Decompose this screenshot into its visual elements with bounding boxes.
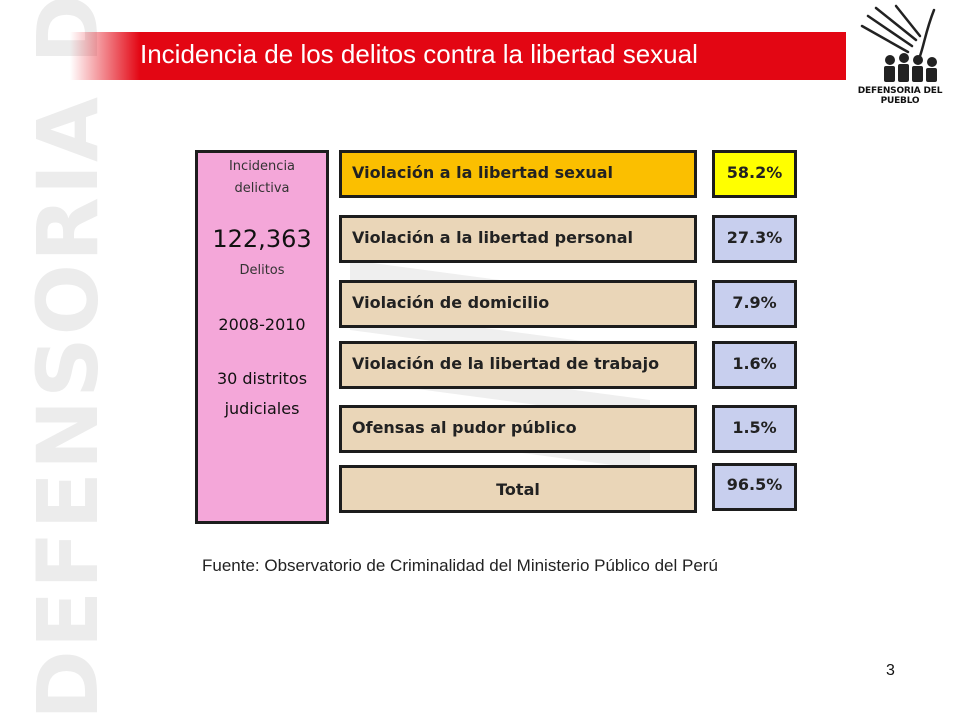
crime-pct-domicilio: 7.9%	[712, 280, 797, 328]
side-watermark-text: DEFENSORIA DEL PUEBLO	[19, 0, 117, 720]
logo-text: DEFENSORIA DEL PUEBLO	[857, 86, 943, 106]
total-row-label: Total	[339, 465, 697, 513]
source-note: Fuente: Observatorio de Criminalidad del…	[202, 556, 718, 575]
crime-pct-libertad-sexual: 58.2%	[712, 150, 797, 198]
summary-label-line2: delictiva	[234, 181, 290, 196]
page-number: 3	[886, 662, 895, 679]
summary-period: 2008-2010	[218, 315, 306, 334]
crime-pct-libertad-trabajo: 1.6%	[712, 341, 797, 389]
total-row-pct: 96.5%	[712, 463, 797, 511]
title-band	[70, 32, 846, 80]
crime-row-libertad-personal: Violación a la libertad personal	[339, 215, 697, 263]
page-title: Incidencia de los delitos contra la libe…	[140, 39, 698, 69]
summary-panel: Incidencia delictiva 122,363 Delitos 200…	[195, 150, 329, 524]
crime-row-pudor-publico: Ofensas al pudor público	[339, 405, 697, 453]
defensoria-logo-icon	[860, 4, 937, 82]
crime-row-libertad-sexual: Violación a la libertad sexual	[339, 150, 697, 198]
summary-label-line1: Incidencia	[228, 159, 296, 174]
summary-total: 122,363	[212, 225, 312, 253]
crime-row-libertad-trabajo: Violación de la libertad de trabajo	[339, 341, 697, 389]
crime-pct-libertad-personal: 27.3%	[712, 215, 797, 263]
crime-row-domicilio: Violación de domicilio	[339, 280, 697, 328]
summary-districts-line2: judiciales	[224, 399, 300, 418]
summary-districts-line1: 30 distritos	[216, 369, 308, 388]
summary-unit: Delitos	[239, 263, 285, 278]
crime-pct-pudor-publico: 1.5%	[712, 405, 797, 453]
